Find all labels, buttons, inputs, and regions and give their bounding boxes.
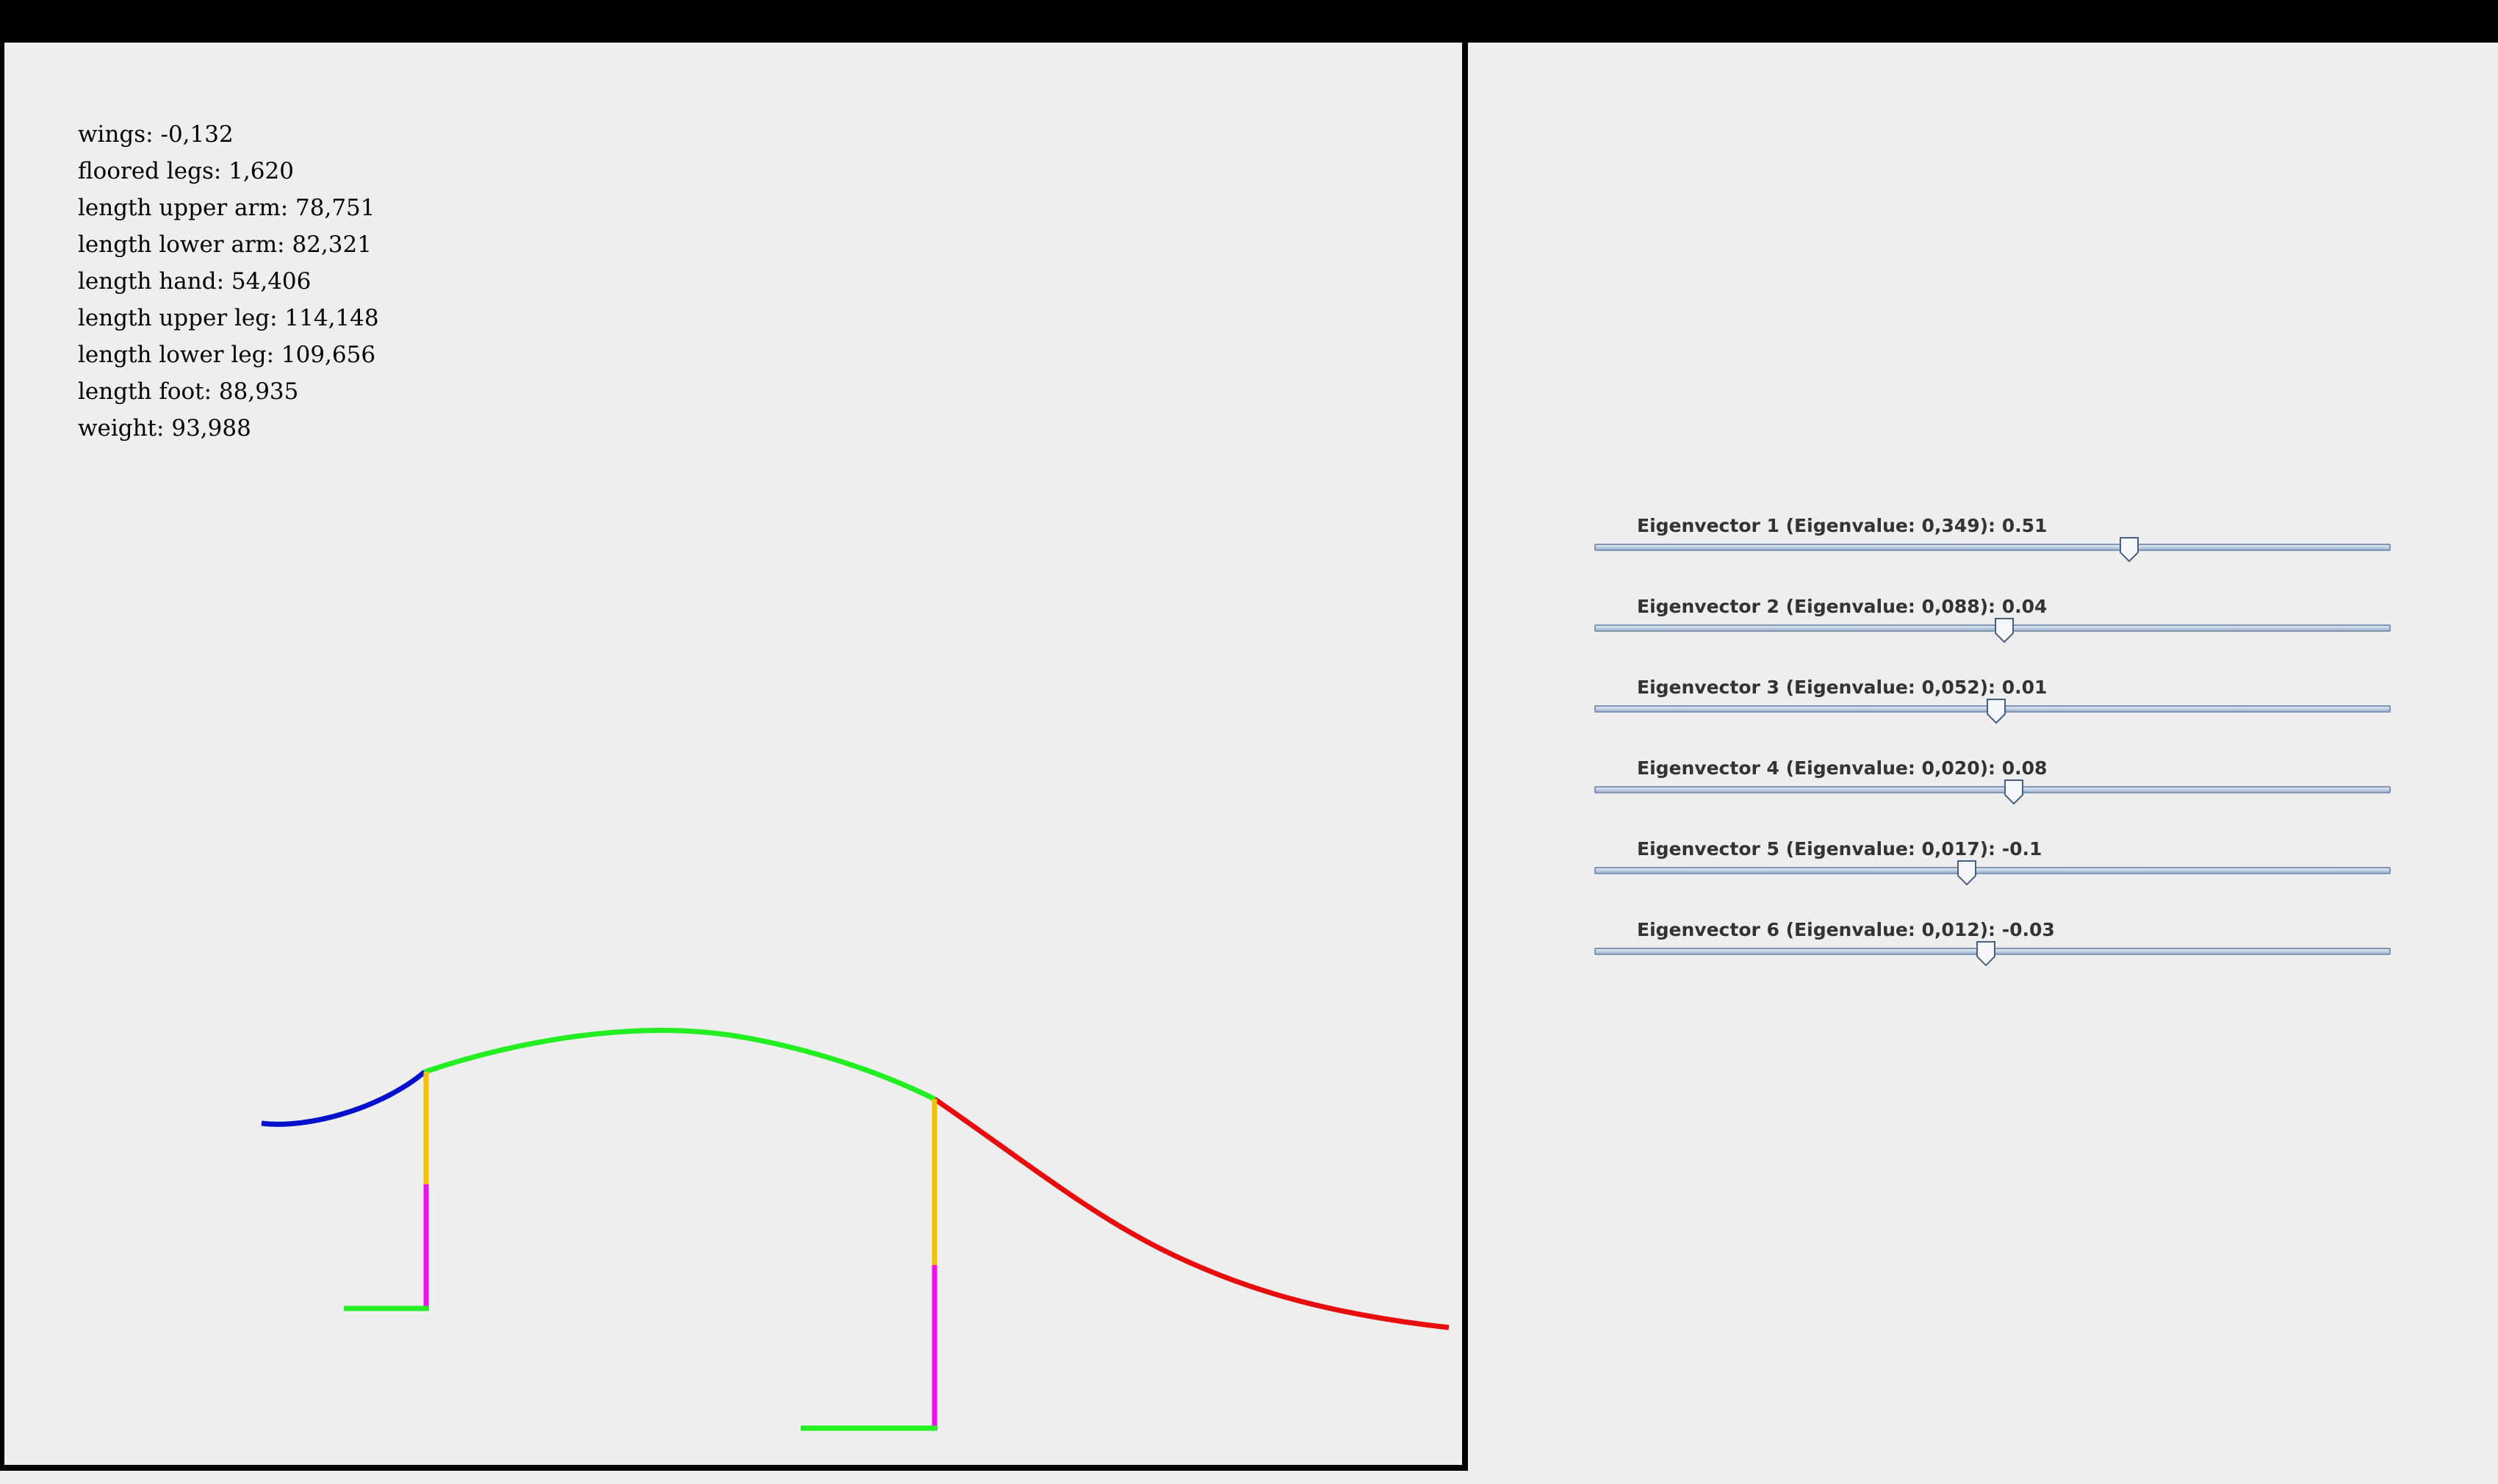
window-title-bar	[0, 0, 2498, 43]
skeleton-canvas: wings: -0,132 floored legs: 1,620 length…	[0, 43, 1468, 1471]
eigenvector-1-thumb[interactable]	[2119, 536, 2139, 563]
eigenvector-slider-1[interactable]: Eigenvector 1 (Eigenvalue: 0,349): 0.51	[1594, 514, 2391, 573]
eigenvector-3-thumb[interactable]	[1986, 698, 2006, 724]
stat-floored-legs: floored legs: 1,620	[78, 158, 294, 184]
skeleton-body	[423, 1028, 936, 1102]
stat-length-lower-arm: length lower arm: 82,321	[78, 231, 372, 258]
stat-length-upper-arm: length upper arm: 78,751	[78, 195, 375, 221]
eigenvector-4-thumb[interactable]	[2004, 779, 2024, 805]
stat-length-hand: length hand: 54,406	[78, 268, 312, 295]
eigenvector-slider-2[interactable]: Eigenvector 2 (Eigenvalue: 0,088): 0.04	[1594, 595, 2391, 654]
eigenvector-6-label: Eigenvector 6 (Eigenvalue: 0,012): -0.03	[1637, 919, 2055, 940]
skeleton-tail	[933, 1097, 1450, 1330]
eigenvector-slider-5[interactable]: Eigenvector 5 (Eigenvalue: 0,017): -0.1	[1594, 838, 2391, 896]
eigenvector-2-track[interactable]	[1594, 624, 2391, 632]
eigenvector-4-track[interactable]	[1594, 786, 2391, 793]
eigenvector-3-label: Eigenvector 3 (Eigenvalue: 0,052): 0.01	[1637, 677, 2048, 698]
eigenvector-5-track[interactable]	[1594, 867, 2391, 874]
stat-length-foot: length foot: 88,935	[78, 378, 299, 405]
eigenvector-1-track[interactable]	[1594, 544, 2391, 551]
stat-length-upper-leg: length upper leg: 114,148	[78, 305, 379, 331]
skeleton-neck-head	[261, 1070, 427, 1127]
eigenvector-slider-4[interactable]: Eigenvector 4 (Eigenvalue: 0,020): 0.08	[1594, 757, 2391, 815]
stat-wings: wings: -0,132	[78, 121, 234, 148]
eigenvector-2-label: Eigenvector 2 (Eigenvalue: 0,088): 0.04	[1637, 596, 2048, 617]
eigenvector-4-label: Eigenvector 4 (Eigenvalue: 0,020): 0.08	[1637, 757, 2048, 779]
stats-list: wings: -0,132 floored legs: 1,620 length…	[78, 116, 379, 447]
eigenvector-slider-3[interactable]: Eigenvector 3 (Eigenvalue: 0,052): 0.01	[1594, 676, 2391, 735]
eigenvector-6-thumb[interactable]	[1976, 940, 1996, 967]
eigenvector-slider-6[interactable]: Eigenvector 6 (Eigenvalue: 0,012): -0.03	[1594, 918, 2391, 977]
eigenvector-2-thumb[interactable]	[1994, 617, 2015, 644]
eigenvector-5-label: Eigenvector 5 (Eigenvalue: 0,017): -0.1	[1637, 838, 2042, 860]
eigenvector-panel	[1472, 43, 2498, 1484]
eigenvector-5-thumb[interactable]	[1957, 860, 1977, 886]
eigenvector-1-label: Eigenvector 1 (Eigenvalue: 0,349): 0.51	[1637, 515, 2048, 536]
stat-length-lower-leg: length lower leg: 109,656	[78, 342, 376, 368]
stat-weight: weight: 93,988	[78, 415, 251, 442]
creature-skeleton	[261, 1028, 1450, 1431]
